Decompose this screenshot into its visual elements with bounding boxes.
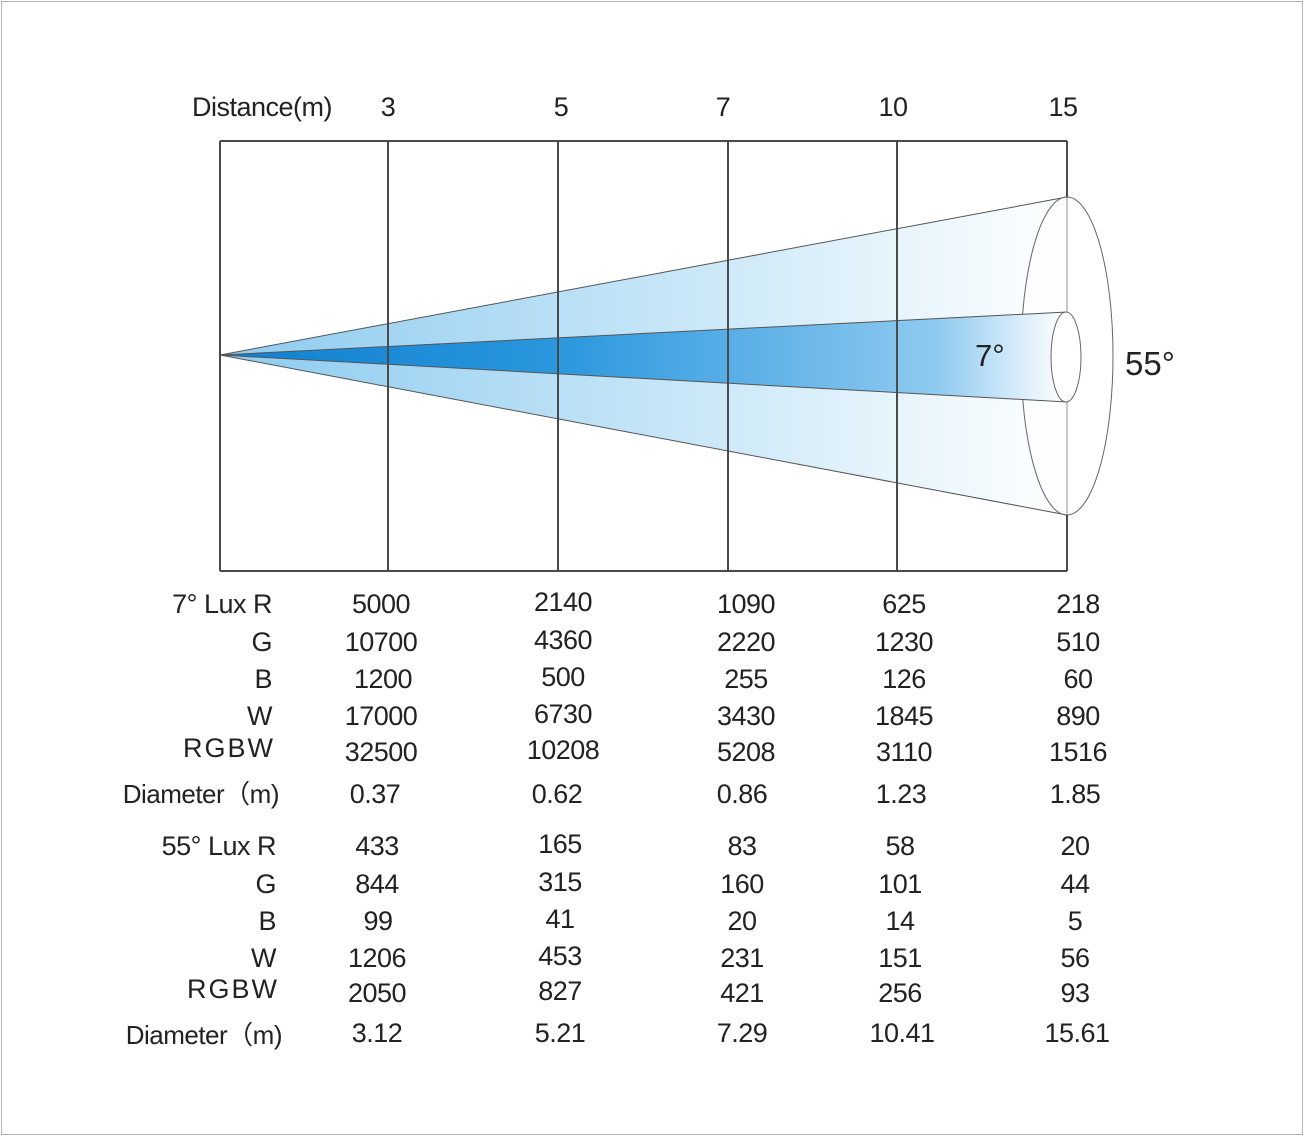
cell: 1516 — [1048, 737, 1108, 767]
cell: 844 — [355, 869, 399, 899]
cell: 6730 — [533, 699, 593, 729]
row-label: G — [255, 869, 276, 899]
cell: 0.62 — [531, 779, 583, 809]
cell: 10208 — [526, 735, 600, 765]
cell: 0.37 — [349, 779, 401, 809]
narrow-beam-end — [1050, 311, 1082, 403]
cell: 15.61 — [1044, 1018, 1110, 1048]
cell: 231 — [720, 943, 764, 973]
cell: 14 — [885, 906, 915, 936]
row-label: Diameter（m) — [125, 1020, 283, 1050]
narrow-angle-label: 7° — [975, 338, 1005, 373]
cell: 315 — [538, 867, 582, 897]
cell: 32500 — [344, 737, 418, 767]
cell: 1230 — [874, 627, 934, 657]
cell: 101 — [878, 869, 922, 899]
row-label: W — [247, 701, 272, 731]
cell: 500 — [541, 662, 585, 692]
cell: 17000 — [344, 701, 418, 731]
cell: 5000 — [351, 589, 411, 619]
distance-5: 5 — [553, 92, 569, 122]
cell: 20 — [1060, 831, 1090, 861]
cell: 3.12 — [351, 1018, 403, 1048]
cell: 10.41 — [869, 1018, 935, 1048]
cell: 2220 — [716, 627, 776, 657]
row-label: 7° Lux R — [172, 589, 272, 619]
cell: 255 — [724, 664, 768, 694]
cell: 890 — [1056, 701, 1100, 731]
distance-label: Distance(m) — [192, 92, 333, 122]
cell: 3430 — [716, 701, 776, 731]
row-label: 55° Lux R — [161, 831, 277, 861]
cell: 433 — [355, 831, 399, 861]
cell: 218 — [1056, 589, 1100, 619]
cell: 5 — [1067, 906, 1083, 936]
cell: 453 — [538, 941, 582, 971]
cell: 83 — [727, 831, 757, 861]
cell: 2050 — [347, 978, 407, 1008]
cell: 256 — [878, 978, 922, 1008]
cell: 93 — [1060, 978, 1090, 1008]
cell: 2140 — [533, 587, 593, 617]
cell: 7.29 — [716, 1018, 768, 1048]
cell: 1.23 — [875, 779, 927, 809]
cell: 58 — [885, 831, 915, 861]
cell: 1.85 — [1049, 779, 1101, 809]
cell: 160 — [720, 869, 764, 899]
cell: 5208 — [716, 737, 776, 767]
cell: 5.21 — [534, 1018, 586, 1048]
row-label: RGBW — [183, 733, 275, 763]
cell: 126 — [882, 664, 926, 694]
cell: 41 — [545, 904, 575, 934]
cell: 60 — [1063, 664, 1093, 694]
cell: 625 — [882, 589, 926, 619]
cell: 4360 — [533, 625, 593, 655]
row-label: G — [251, 627, 272, 657]
distance-15: 15 — [1048, 92, 1078, 122]
distance-7: 7 — [715, 92, 731, 122]
row-label: RGBW — [187, 974, 279, 1004]
cell: 510 — [1056, 627, 1100, 657]
cell: 1845 — [874, 701, 934, 731]
cell: 421 — [720, 978, 764, 1008]
cell: 151 — [878, 943, 922, 973]
distance-3: 3 — [380, 92, 396, 122]
cell: 44 — [1060, 869, 1090, 899]
cell: 1206 — [347, 943, 407, 973]
cell: 99 — [363, 906, 393, 936]
distance-grid — [219, 140, 1068, 572]
cell: 10700 — [344, 627, 418, 657]
wide-angle-label: 55° — [1125, 345, 1175, 382]
cell: 827 — [538, 976, 582, 1006]
cell: 1090 — [716, 589, 776, 619]
cell: 165 — [538, 829, 582, 859]
distance-10: 10 — [878, 92, 908, 122]
cell: 3110 — [875, 737, 933, 767]
row-label: Diameter（m) — [122, 779, 280, 809]
row-label: B — [258, 906, 276, 936]
cell: 0.86 — [716, 779, 768, 809]
cell: 56 — [1060, 943, 1090, 973]
row-label: W — [251, 943, 276, 973]
cell: 1200 — [353, 664, 413, 694]
row-label: B — [254, 664, 272, 694]
cell: 20 — [727, 906, 757, 936]
